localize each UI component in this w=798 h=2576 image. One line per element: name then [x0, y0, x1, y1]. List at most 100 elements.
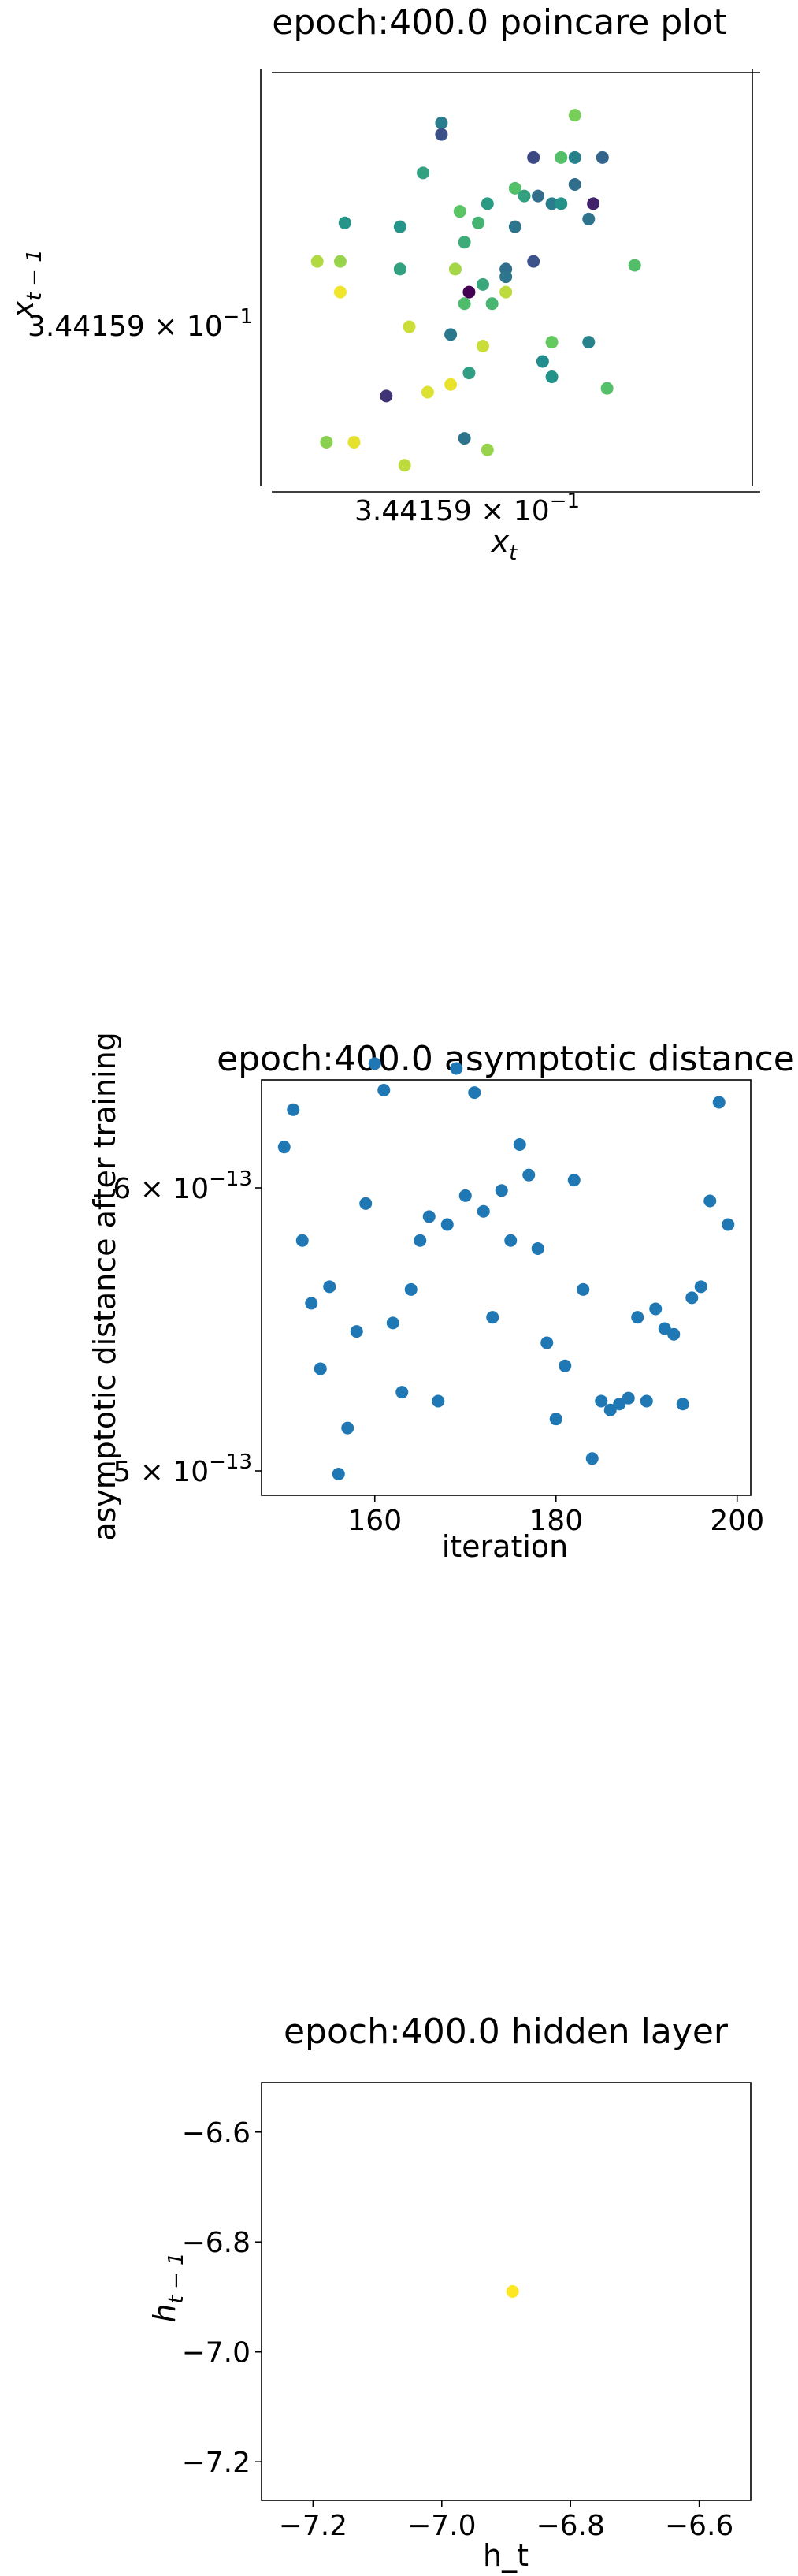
poincare-point [472, 216, 485, 229]
poincare-point [310, 255, 324, 268]
hidden-xlabel: h_t [483, 2538, 529, 2573]
asymptotic-point [685, 1291, 699, 1305]
hidden-axes-frame [261, 2082, 752, 2501]
poincare-point [476, 339, 489, 352]
poincare-ytick-label: 3.44159 × 10−1 [28, 305, 253, 343]
asymptotic-point [323, 1280, 336, 1294]
poincare-point [568, 178, 581, 191]
asymptotic-point [341, 1421, 354, 1435]
asymptotic-ytick-lo-label: 5 × 10−13 [113, 1450, 252, 1488]
poincare-point [448, 262, 462, 276]
asymptotic-xticks: 160 180 200 [347, 1495, 764, 1537]
poincare-point [508, 220, 521, 233]
poincare-point [485, 297, 499, 311]
hidden-ytick-label: −7.0 [182, 2337, 251, 2369]
poincare-point [338, 216, 351, 229]
hidden-ticks: −7.2 −7.0 −6.8 −6.6 −6.6 −6.8 −7.0 −7.2 [182, 2117, 734, 2542]
poincare-point [628, 259, 641, 272]
asymptotic-point [332, 1467, 345, 1480]
poincare-point [545, 197, 559, 210]
asymptotic-point [513, 1137, 526, 1151]
asymptotic-point [432, 1394, 445, 1408]
asymptotic-point [703, 1194, 717, 1208]
asymptotic-point [577, 1282, 590, 1296]
poincare-point [347, 435, 361, 449]
asymptotic-xtick-label: 180 [529, 1505, 583, 1537]
hidden-ytick-label: −6.6 [182, 2117, 251, 2150]
poincare-point [532, 189, 545, 203]
asymptotic-title: epoch:400.0 asymptotic distance [217, 1039, 795, 1079]
poincare-point [320, 435, 333, 449]
hidden-xtick-label: −7.0 [407, 2510, 476, 2542]
hidden-points [506, 2285, 519, 2298]
asymptotic-point [504, 1234, 518, 1247]
asymptotic-ytick-hi-label: 6 × 10−13 [113, 1167, 252, 1205]
asymptotic-point [694, 1280, 707, 1294]
hidden-xtick-label: −7.2 [279, 2510, 347, 2542]
hidden-ytick-label: −6.8 [182, 2227, 251, 2259]
asymptotic-point [585, 1452, 599, 1465]
poincare-point [421, 385, 434, 399]
asymptotic-point [458, 1189, 472, 1202]
asymptotic-xlabel: iteration [442, 1529, 569, 1564]
asymptotic-point [549, 1413, 562, 1426]
poincare-point [435, 128, 448, 141]
asymptotic-point [622, 1391, 635, 1405]
poincare-point [403, 320, 416, 333]
asymptotic-point [350, 1325, 363, 1338]
asymptotic-point [667, 1327, 681, 1341]
poincare-ylabel: xt − 1 [6, 249, 46, 319]
hidden-point [506, 2285, 519, 2298]
poincare-point [555, 151, 568, 164]
asymptotic-point [631, 1311, 644, 1324]
poincare-point [462, 367, 476, 380]
poincare-point [398, 459, 411, 472]
asymptotic-point [305, 1297, 318, 1310]
asymptotic-point [712, 1096, 726, 1109]
poincare-point [600, 382, 614, 395]
asymptotic-point [477, 1204, 490, 1218]
poincare-point [458, 297, 471, 311]
poincare-point [444, 328, 458, 341]
asymptotic-point [603, 1403, 617, 1416]
hidden-ylabel: ht − 1 [147, 2252, 188, 2322]
poincare-point [587, 197, 600, 210]
asymptotic-point [440, 1218, 454, 1231]
poincare-point [444, 378, 458, 391]
asymptotic-point [414, 1234, 427, 1247]
poincare-point [476, 277, 489, 291]
asymptotic-point [522, 1168, 536, 1182]
asymptotic-point [377, 1083, 391, 1096]
poincare-point [453, 205, 466, 218]
poincare-chart: epoch:400.0 poincare plot 3.44159 × 10−1… [6, 2, 760, 565]
poincare-point [568, 151, 581, 164]
poincare-point [536, 355, 549, 368]
hidden-title: epoch:400.0 hidden layer [284, 2012, 729, 2052]
poincare-point [417, 166, 430, 180]
poincare-point [333, 255, 347, 268]
poincare-point [499, 285, 513, 299]
asymptotic-point [314, 1362, 327, 1375]
poincare-point [393, 262, 406, 276]
poincare-xtick-label: 3.44159 × 10−1 [354, 490, 580, 527]
poincare-point [582, 212, 596, 225]
hidden-xtick-label: −6.8 [536, 2510, 604, 2542]
poincare-point [481, 197, 494, 210]
asymptotic-point [395, 1386, 409, 1399]
asymptotic-point [277, 1141, 291, 1154]
asymptotic-point [595, 1394, 608, 1408]
asymptotic-point [559, 1359, 572, 1372]
asymptotic-point [495, 1184, 508, 1197]
asymptotic-points [277, 1057, 735, 1480]
poincare-point [545, 370, 559, 383]
poincare-point [380, 389, 393, 403]
poincare-xlabel: xt [491, 524, 518, 565]
poincare-point [568, 109, 581, 122]
poincare-point [393, 220, 406, 233]
asymptotic-point [386, 1316, 399, 1330]
poincare-point [527, 151, 540, 164]
asymptotic-point [567, 1174, 581, 1187]
poincare-point [508, 181, 521, 195]
poincare-point [435, 116, 448, 129]
asymptotic-point [295, 1234, 309, 1247]
